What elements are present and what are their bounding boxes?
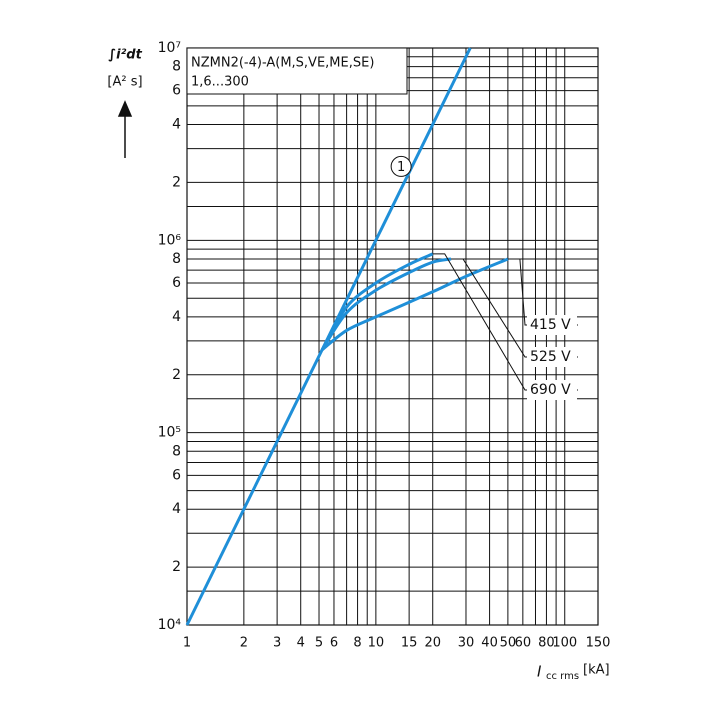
legend-label: 415 V bbox=[530, 317, 571, 333]
y-tick-label: 10⁴ bbox=[158, 617, 182, 633]
y-tick-label: 2 bbox=[172, 559, 181, 575]
x-tick-label: 60 bbox=[515, 636, 532, 651]
y-tick-label: 6 bbox=[172, 83, 181, 99]
y-label: ∫i²dt bbox=[108, 48, 142, 63]
y-tick-label: 10⁷ bbox=[158, 40, 181, 56]
x-tick-label: 2 bbox=[240, 636, 248, 651]
legend-label: 690 V bbox=[530, 382, 571, 398]
x-tick-label: 6 bbox=[330, 636, 338, 651]
x-tick-label: 15 bbox=[401, 636, 418, 651]
series-line bbox=[321, 257, 509, 351]
y-tick-label: 4 bbox=[172, 501, 181, 517]
y-tick-label: 6 bbox=[172, 467, 181, 483]
info-box bbox=[186, 47, 408, 95]
legend-label: 525 V bbox=[530, 349, 571, 365]
series-line bbox=[320, 252, 434, 351]
x-tick-label: 150 bbox=[586, 636, 611, 651]
y-tick-label: 4 bbox=[172, 309, 181, 325]
x-tick-label: 100 bbox=[552, 636, 577, 651]
x-tick-label: 80 bbox=[538, 636, 555, 651]
plot-frame bbox=[186, 47, 599, 626]
label-bg bbox=[527, 347, 577, 367]
x-label: I bbox=[537, 663, 542, 681]
y-tick-label: 10⁵ bbox=[158, 425, 181, 441]
series-line bbox=[320, 257, 452, 351]
y-unit: [A² s] bbox=[107, 75, 142, 90]
x-tick-label: 8 bbox=[353, 636, 361, 651]
y-tick-label: 6 bbox=[172, 275, 181, 291]
x-tick-label: 4 bbox=[297, 636, 305, 651]
y-tick-label: 8 bbox=[172, 251, 181, 267]
y-tick-label: 10⁶ bbox=[158, 232, 182, 248]
y-tick-label: 8 bbox=[172, 443, 181, 459]
label-bg bbox=[527, 315, 577, 335]
x-tick-label: 50 bbox=[500, 636, 517, 651]
x-tick-label: 3 bbox=[273, 636, 281, 651]
x-tick-label: 30 bbox=[458, 636, 475, 651]
box-line: NZMN2(-4)-A(M,S,VE,ME,SE) bbox=[191, 56, 374, 71]
annotation: 1 bbox=[397, 160, 405, 175]
x-tick-label: 5 bbox=[315, 636, 323, 651]
y-arrow bbox=[117, 100, 133, 158]
y-tick-label: 4 bbox=[172, 117, 181, 133]
x-tick-label: 1 bbox=[183, 636, 191, 651]
x-tick-label: 10 bbox=[368, 636, 385, 651]
y-tick-label: 2 bbox=[172, 174, 181, 190]
box-line: 1,6...300 bbox=[191, 75, 249, 90]
x-tick-label: 20 bbox=[424, 636, 441, 651]
x-tick-label: 40 bbox=[481, 636, 498, 651]
y-tick-label: 2 bbox=[172, 367, 181, 383]
label-bg bbox=[527, 380, 577, 400]
annotation-circle bbox=[390, 155, 412, 177]
y-tick-label: 8 bbox=[172, 59, 181, 75]
x-label-sub: cc rms bbox=[546, 671, 579, 682]
x-unit: [kA] bbox=[583, 663, 610, 678]
